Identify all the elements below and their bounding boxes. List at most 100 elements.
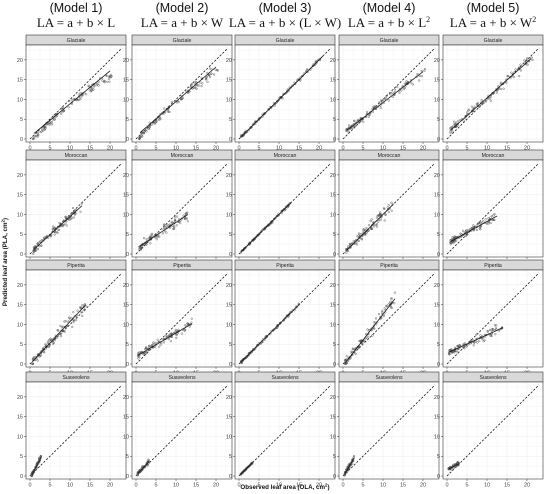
facet-strip-label: Glaciale: [484, 38, 503, 44]
facet-strip-label: Moroccan: [274, 153, 297, 159]
data-point: [72, 216, 75, 219]
data-point: [155, 238, 158, 241]
data-point: [163, 226, 166, 229]
data-point: [145, 243, 148, 246]
data-point: [398, 91, 401, 94]
data-point: [101, 79, 104, 82]
data-point: [514, 68, 517, 71]
data-point: [378, 312, 381, 316]
data-point: [367, 224, 371, 227]
panel-border: [131, 381, 233, 480]
data-point: [157, 235, 160, 238]
model-title: (Model 4): [363, 1, 416, 15]
data-point: [249, 126, 252, 129]
data-point: [379, 211, 382, 214]
data-point: [396, 85, 399, 89]
data-point: [185, 211, 188, 215]
x-tick-label: 10: [173, 483, 179, 489]
y-tick-label: 10: [434, 212, 440, 218]
data-point: [41, 128, 44, 131]
data-point: [384, 213, 387, 216]
data-point: [449, 126, 452, 129]
data-point: [137, 351, 140, 354]
model-formula-exponent: 2: [532, 15, 536, 24]
data-point: [212, 73, 216, 76]
y-tick-label: 15: [226, 415, 232, 421]
data-point: [76, 309, 79, 312]
data-point: [263, 227, 266, 230]
data-point: [39, 353, 43, 356]
y-tick-label: 20: [17, 395, 23, 401]
fit-line: [344, 298, 396, 364]
data-point: [200, 85, 203, 88]
x-tick-label: 15: [193, 483, 199, 489]
x-tick-label: 0: [28, 483, 31, 489]
y-tick-label: 5: [333, 342, 336, 348]
data-point: [178, 220, 181, 223]
data-point: [32, 252, 35, 255]
fit-line: [448, 327, 504, 353]
data-point: [150, 233, 153, 236]
y-tick-label: 20: [330, 58, 336, 64]
facet-panel: Moroccan 0 5 10 15 20 0 5 10 15 20: [123, 149, 233, 267]
x-tick-label: 10: [380, 146, 386, 152]
fit-line: [33, 70, 111, 134]
data-point: [204, 76, 208, 79]
data-point: [73, 213, 76, 216]
panel-border: [442, 44, 544, 143]
fit-line: [31, 304, 87, 363]
data-point: [371, 223, 374, 226]
data-point: [190, 85, 193, 88]
data-point: [287, 205, 290, 208]
data-point: [30, 474, 33, 478]
data-point: [83, 303, 87, 306]
data-point: [174, 219, 177, 222]
data-point: [77, 99, 80, 102]
data-point: [65, 224, 68, 227]
data-point: [153, 121, 156, 124]
data-point: [247, 242, 250, 246]
data-point: [150, 123, 153, 126]
y-tick-label: 20: [330, 173, 336, 179]
data-point: [71, 325, 74, 328]
x-tick-label: 15: [296, 483, 302, 489]
data-point: [173, 225, 176, 228]
x-tick-label: 15: [400, 483, 406, 489]
data-point: [461, 229, 465, 232]
y-tick-label: 20: [17, 173, 23, 179]
y-tick-label: 5: [229, 454, 232, 460]
data-point: [405, 80, 408, 83]
x-tick-label: 15: [87, 483, 93, 489]
data-point: [494, 333, 497, 336]
data-point: [272, 328, 275, 331]
data-point: [158, 345, 161, 348]
data-point: [506, 74, 510, 78]
data-point: [95, 84, 98, 87]
y-tick-label: 10: [330, 322, 336, 328]
data-point: [89, 87, 92, 90]
data-point: [49, 121, 52, 124]
data-point: [148, 344, 151, 347]
data-point: [378, 101, 381, 104]
data-point: [305, 68, 309, 71]
facet-panel: Glaciale 0 5 10 15 20 0 5 10 15 20: [330, 34, 440, 152]
y-tick-label: 10: [226, 212, 232, 218]
data-point: [481, 221, 484, 224]
x-tick-label: 20: [107, 146, 113, 152]
data-point: [167, 334, 171, 337]
data-point: [453, 123, 456, 126]
data-point: [368, 111, 372, 114]
x-tick-label: 5: [361, 146, 364, 152]
facet-strip-label: Moroccan: [171, 153, 194, 159]
data-point: [456, 351, 459, 354]
data-point: [145, 462, 148, 466]
fit-line: [346, 71, 424, 131]
data-point: [348, 242, 352, 245]
data-point: [387, 303, 390, 306]
data-point: [519, 69, 522, 72]
y-tick-label: 15: [123, 415, 129, 421]
model-title: (Model 2): [156, 1, 209, 15]
y-tick-label: 0: [20, 252, 23, 258]
data-point: [106, 80, 109, 83]
